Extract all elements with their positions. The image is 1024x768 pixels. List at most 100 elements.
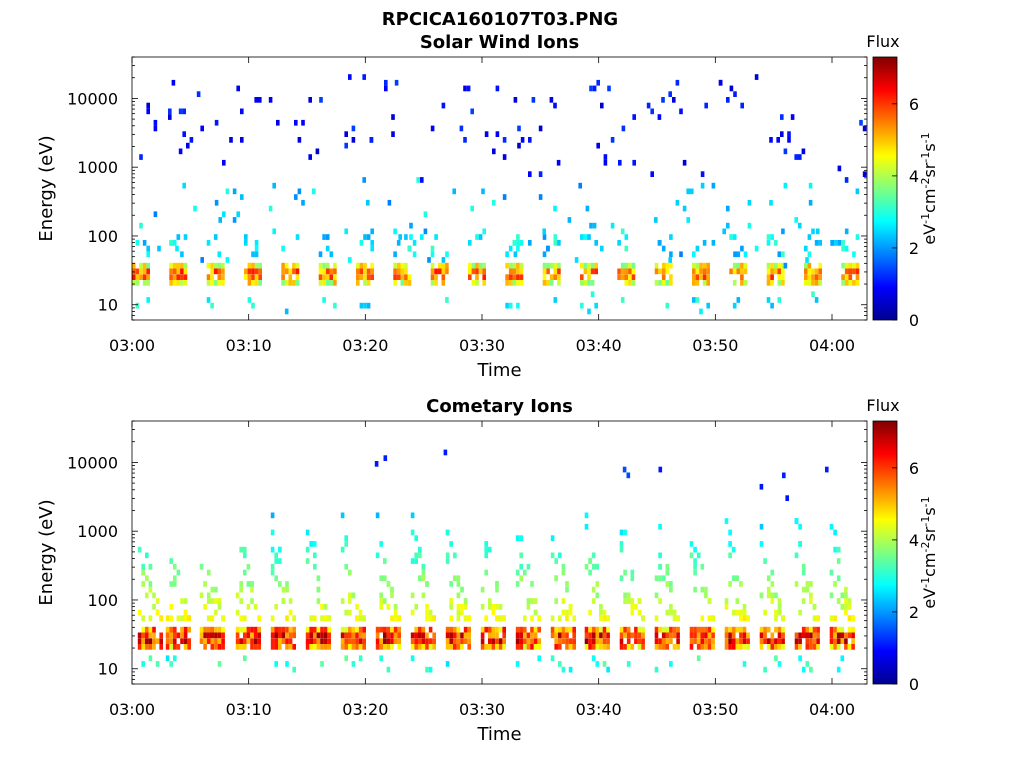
flux-cell [148,615,153,622]
flux-cell [574,257,579,263]
flux-cell [239,546,243,553]
flux-cell [445,632,450,639]
flux-cell [482,228,486,235]
flux-cell [333,268,337,275]
flux-cell [139,262,143,269]
flux-cell [397,638,401,644]
flux-cell [344,541,348,547]
flux-cell [421,563,426,570]
flux-cell [530,632,534,639]
flux-cell [568,644,573,650]
flux-cell [626,472,631,479]
flux-cell [798,609,802,616]
flux-cell [700,615,705,622]
colorbar-gradient [872,56,898,321]
flux-cell [463,632,468,639]
flux-cell [665,302,670,309]
flux-cell [805,586,810,593]
flux-cell [221,274,225,280]
flux-cell [410,609,415,616]
y-tick-label: 10 [98,296,118,315]
flux-cell [213,262,218,269]
flux-cell [766,297,771,303]
flux-cell [783,182,788,189]
flux-cell [658,523,662,530]
flux-cell [418,632,422,639]
flux-cell [561,563,566,570]
flux-cell [316,586,321,593]
flux-cell [243,552,247,559]
flux-cell [669,632,673,639]
flux-cell [274,604,278,610]
flux-cell [344,632,348,639]
flux-cell [404,262,408,269]
flux-cell [807,234,812,240]
flux-cell [621,125,626,132]
flux-cell [620,274,625,280]
flux-cell [735,638,740,644]
flux-cell [519,575,523,582]
flux-cell [363,234,367,240]
flux-cell [199,632,204,639]
flux-cell [386,666,391,673]
flux-cell [217,632,222,639]
flux-cell [366,274,371,280]
flux-cell [316,598,321,604]
flux-cell [137,644,142,650]
flux-cell [693,626,697,633]
flux-cell [736,268,741,275]
flux-cell [770,592,775,599]
flux-cell [329,268,334,275]
flux-cell [488,598,492,604]
flux-cell [704,632,708,639]
flux-cell [537,615,541,622]
flux-cell [766,280,771,286]
flux-cell [628,262,632,269]
flux-cell [707,615,712,622]
flux-cell [732,280,737,286]
flux-cell [379,626,383,633]
flux-cell [288,274,293,280]
flux-cell [798,632,802,639]
flux-cell [781,251,785,258]
flux-cell [484,569,488,576]
flux-cell [557,240,561,246]
flux-cell [187,644,191,650]
flux-cell [318,262,323,269]
flux-cell [533,609,538,616]
flux-cell [244,274,248,280]
flux-cell [735,644,740,650]
flux-cell [270,632,275,639]
flux-cell [217,661,222,667]
flux-cell [456,575,461,582]
x-tick-label: 03:50 [692,336,738,355]
flux-cell [445,626,450,633]
flux-cell [682,205,687,212]
flux-cell [199,626,204,633]
flux-cell [203,644,207,650]
flux-cell [692,251,696,258]
flux-cell [777,644,782,650]
flux-cell [812,632,817,639]
flux-cell [637,644,642,650]
flux-cell [553,234,558,240]
flux-cell [172,268,177,275]
flux-cell [178,108,183,115]
flux-cell [657,240,662,246]
flux-cell [445,558,450,564]
flux-cell [763,666,767,673]
flux-cell [516,234,520,240]
axes: 03:00 03:10 03:20 03:30 03:40 03:50 04:0010100… [67,56,868,355]
flux-cell [169,240,173,246]
flux-cell [777,626,782,633]
flux-cell [425,615,429,622]
flux-cell [155,598,160,604]
flux-cell [278,626,282,633]
flux-cell [148,626,153,633]
flux-cell [704,638,708,644]
flux-cell [794,632,799,639]
flux-cell [491,604,496,610]
flux-cell [391,114,395,120]
flux-cell [203,604,207,610]
flux-cell [325,280,330,286]
